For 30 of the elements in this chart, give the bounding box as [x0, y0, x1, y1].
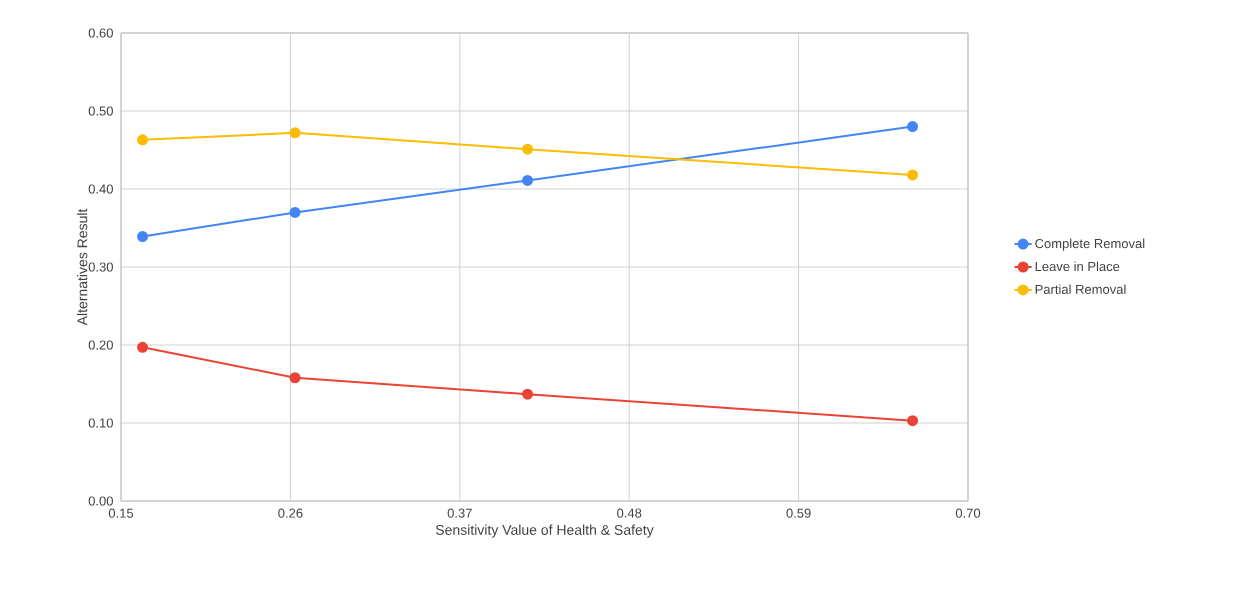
- x-tick-label: 0.70: [955, 508, 981, 518]
- point: [289, 127, 301, 139]
- x-tick-label: 0.37: [447, 508, 472, 518]
- x-axis-title: Sensitivity Value of Health & Safety: [435, 524, 654, 538]
- point: [907, 121, 919, 133]
- point: [907, 169, 919, 181]
- x-tick-label: 0.26: [278, 508, 303, 518]
- y-tick-label: 0.00: [88, 496, 113, 506]
- point: [522, 388, 534, 400]
- y-tick-label: 0.20: [88, 340, 113, 350]
- point: [137, 134, 149, 146]
- point: [289, 206, 301, 218]
- y-tick-label: 0.30: [88, 262, 113, 272]
- y-axis-title: Alternatives Result: [77, 208, 88, 326]
- point: [289, 372, 301, 384]
- y-tick-label: 0.50: [88, 106, 113, 116]
- x-tick-label: 0.15: [108, 508, 134, 518]
- legend-label: Complete Removal: [1035, 238, 1145, 251]
- x-tick-label: 0.48: [617, 508, 642, 518]
- point: [522, 174, 534, 186]
- point: [137, 341, 149, 353]
- x-tick-label: 0.59: [786, 508, 811, 518]
- y-tick-label: 0.60: [88, 28, 113, 38]
- legend-label: Partial Removal: [1035, 284, 1126, 294]
- y-tick-label: 0.40: [88, 184, 113, 194]
- point: [137, 231, 149, 243]
- legend-label: Leave in Place: [1035, 261, 1120, 272]
- point: [907, 415, 919, 427]
- y-tick-label: 0.10: [88, 418, 113, 428]
- point: [522, 143, 534, 155]
